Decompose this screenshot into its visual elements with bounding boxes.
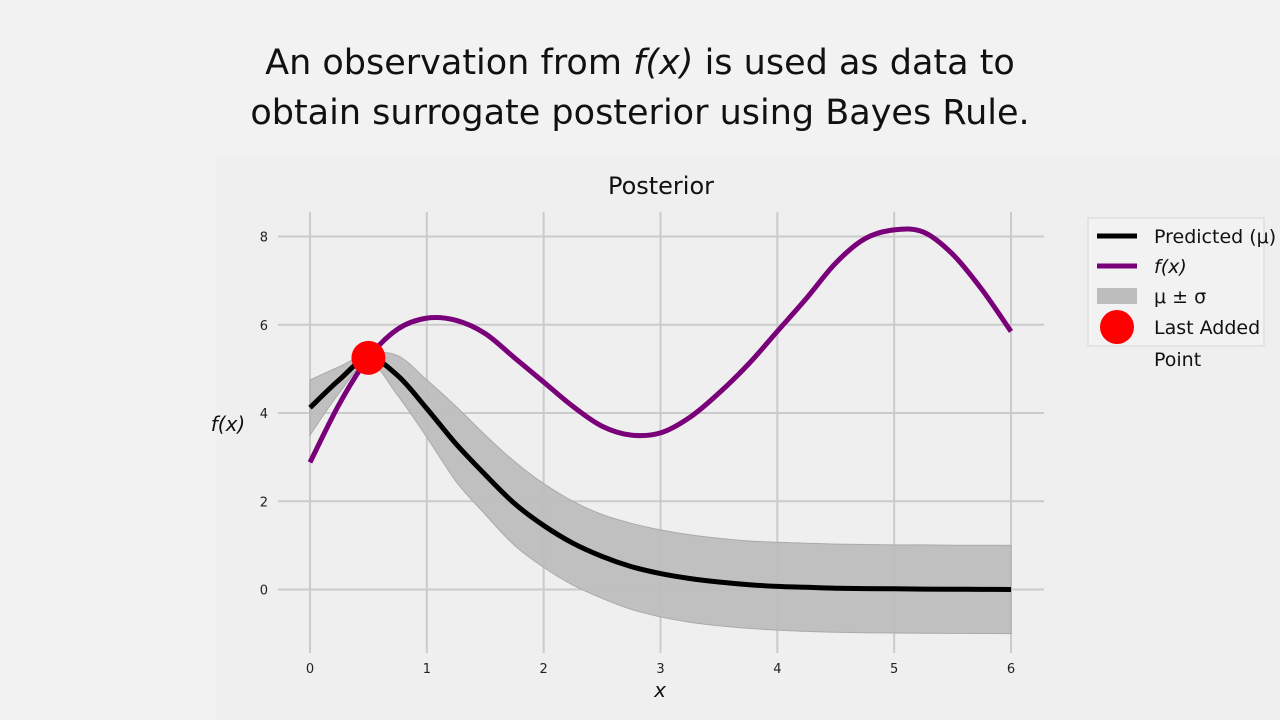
x-axis-label: x [653, 678, 666, 702]
legend-label: Last Added Point [1154, 317, 1260, 371]
y-tick-label: 4 [260, 407, 268, 422]
x-tick-label: 0 [306, 662, 314, 677]
last-added-point-marker [351, 340, 386, 375]
x-tick-label: 3 [656, 662, 664, 677]
series-line [307, 226, 1014, 464]
legend-label: f(x) [1154, 256, 1187, 278]
y-tick-label: 8 [260, 231, 268, 246]
slide-title: An observation from f(x) is used as data… [0, 38, 1280, 138]
x-tick-label: 6 [1007, 662, 1015, 677]
series-line [308, 355, 1012, 592]
legend: Predicted (μ) f(x) μ ± σ Last Added Point [1087, 217, 1276, 371]
y-axis-label: f(x) [211, 412, 245, 436]
slide-title-line-1: An observation from f(x) is used as data… [0, 38, 1280, 88]
legend-label: μ ± σ [1154, 286, 1206, 308]
tick-layer: 0 1 2 3 4 5 6 0 2 4 6 8 [260, 231, 1015, 678]
slide-title-line-2: obtain surrogate posterior using Bayes R… [250, 93, 1030, 133]
slide-title-function: f(x) [633, 43, 694, 83]
x-tick-label: 1 [423, 662, 431, 677]
legend-label: Predicted (μ) [1154, 226, 1276, 248]
legend-swatch-marker [1100, 310, 1134, 344]
y-tick-label: 2 [260, 495, 268, 510]
x-tick-label: 2 [540, 662, 548, 677]
line-layer [307, 226, 1014, 592]
x-tick-label: 4 [773, 662, 781, 677]
band-layer [309, 351, 1012, 635]
chart-title: Posterior [608, 172, 714, 200]
point-layer [351, 340, 386, 375]
y-tick-label: 6 [260, 319, 268, 334]
legend-swatch-band [1097, 288, 1137, 304]
slide-title-text-1b: is used as data to [693, 43, 1015, 83]
band-mu-sigma [309, 351, 1012, 635]
x-tick-label: 5 [890, 662, 898, 677]
legend-frame [1087, 217, 1265, 347]
y-tick-label: 0 [260, 584, 268, 599]
slide-title-text-1a: An observation from [265, 43, 634, 83]
